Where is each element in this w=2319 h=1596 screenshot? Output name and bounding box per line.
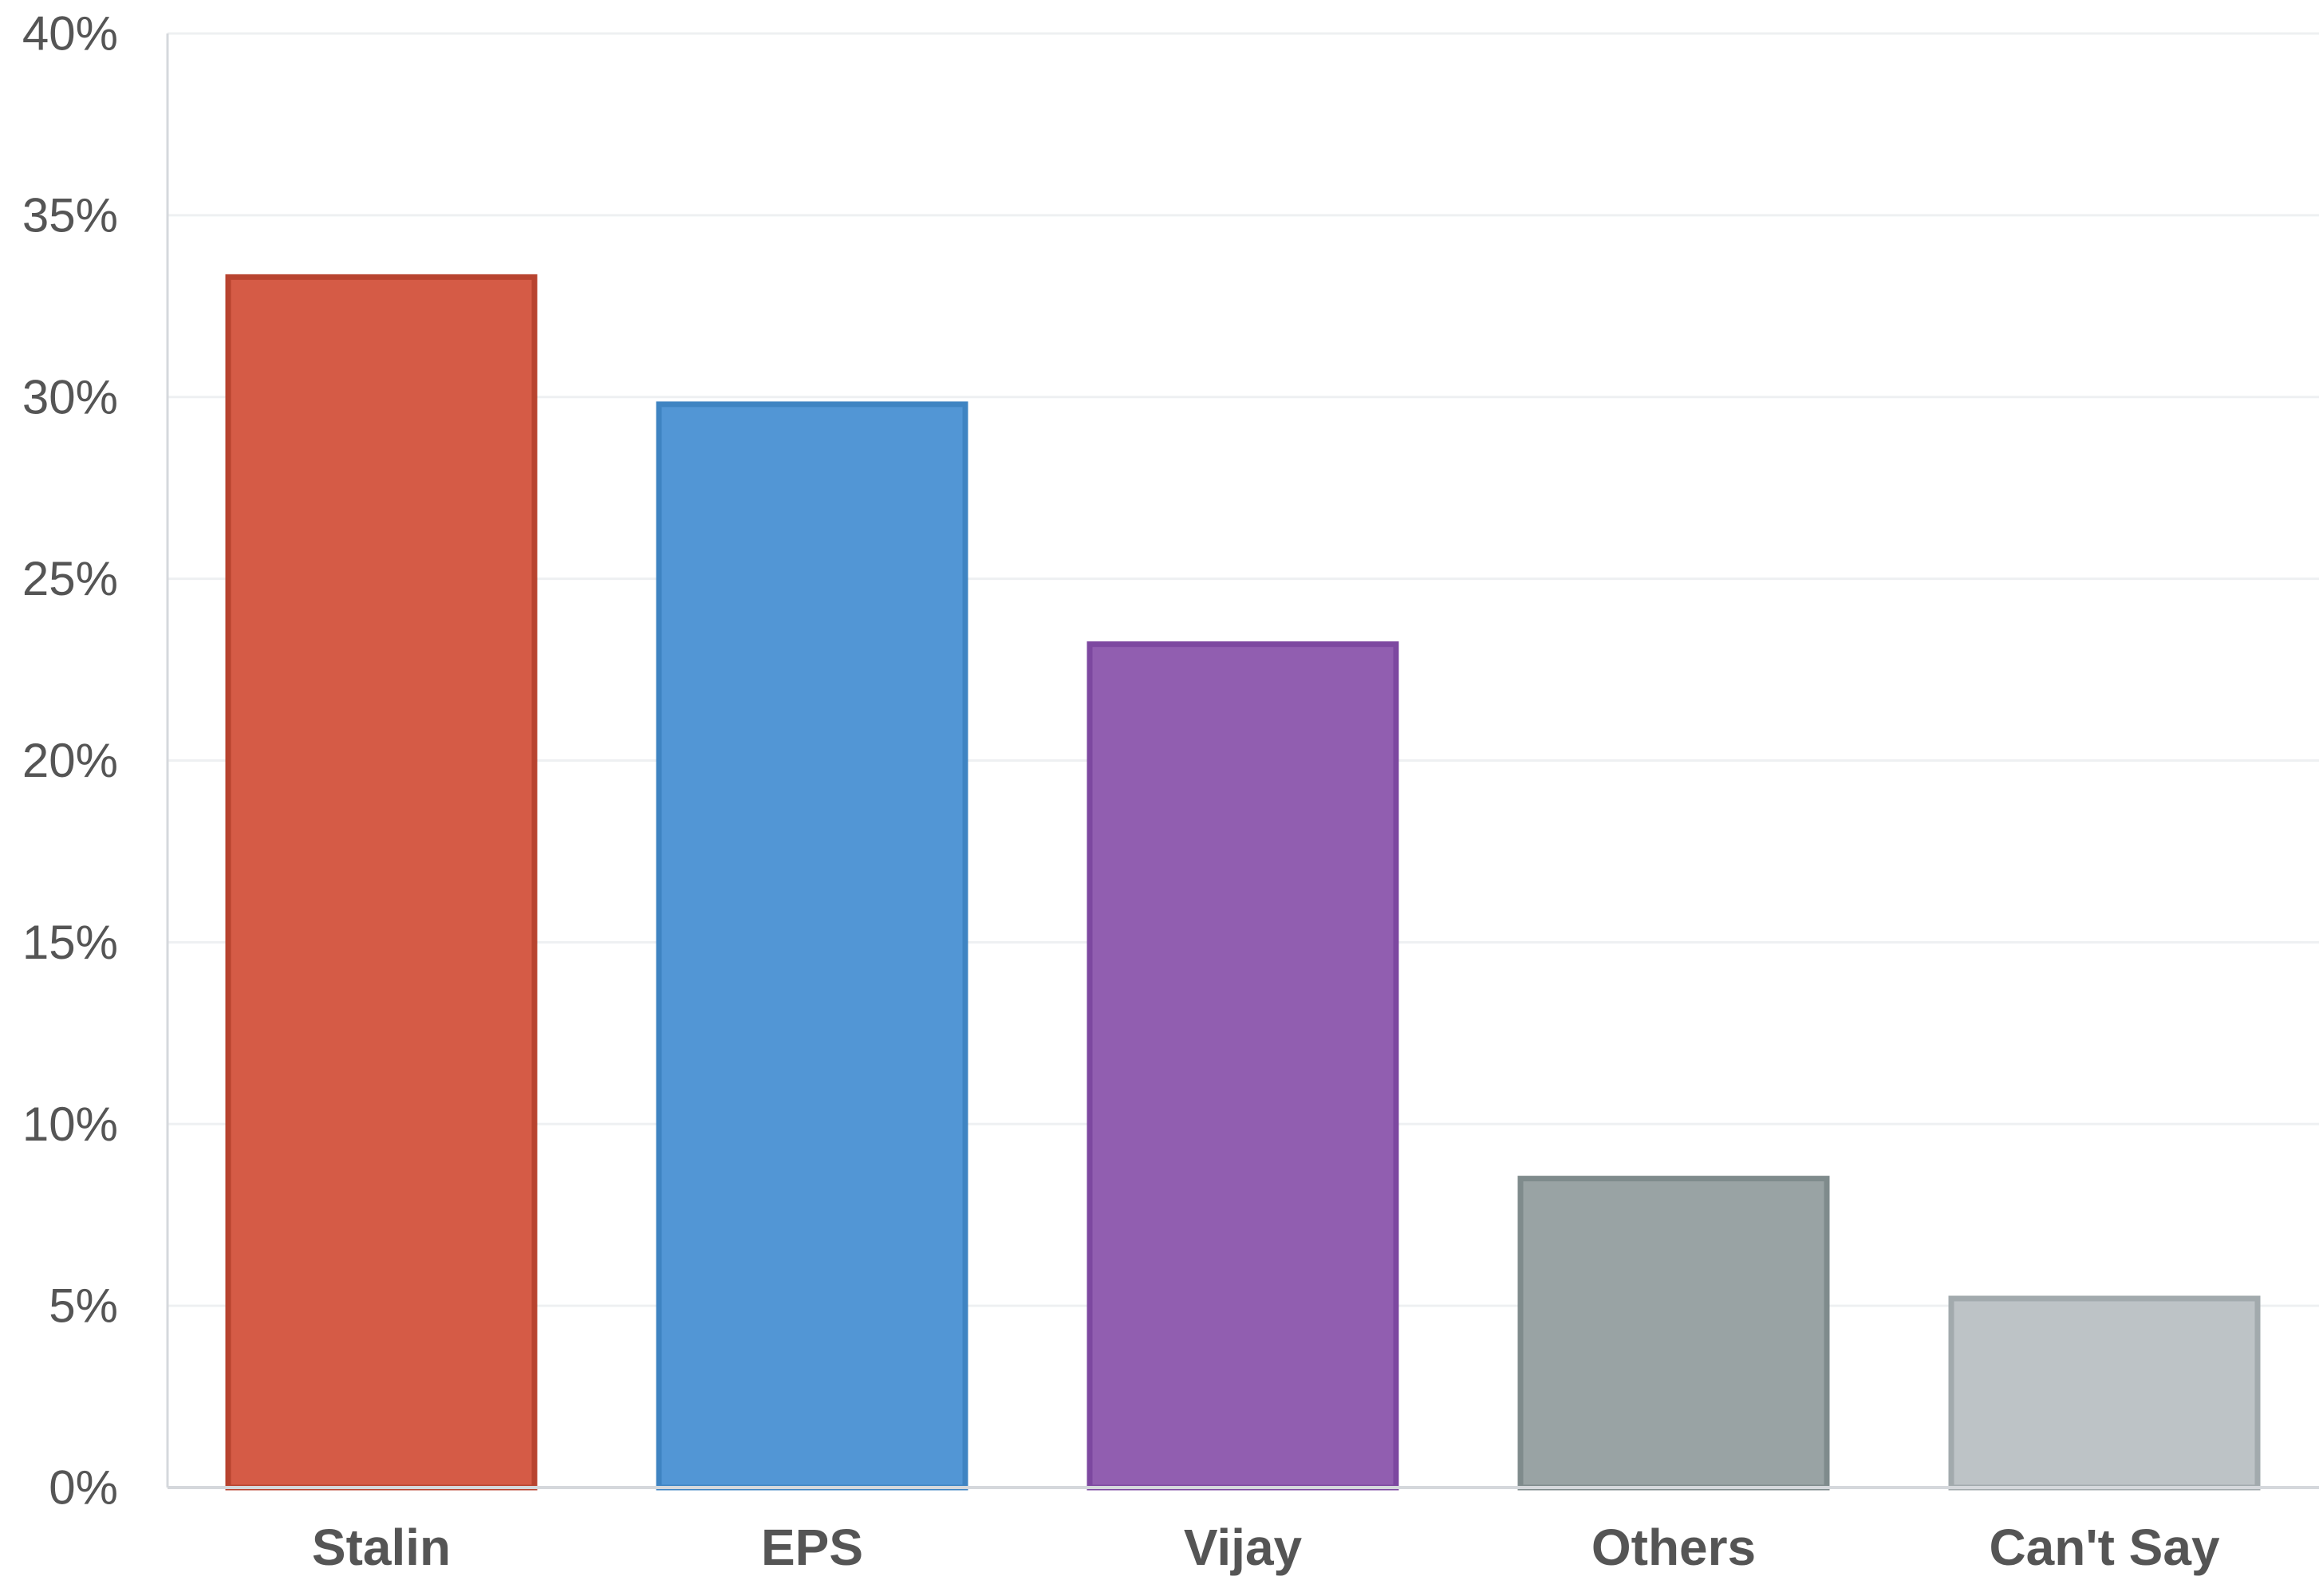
y-tick-label: 10% <box>22 1097 118 1151</box>
y-axis-tick-labels: 0% 5% 10% 15% 20% 25% 30% 35% 40% <box>22 7 118 1515</box>
x-category-label: EPS <box>761 1519 863 1576</box>
y-tick-label: 40% <box>22 7 118 61</box>
y-tick-label: 20% <box>22 734 118 787</box>
x-category-label: Can't Say <box>1989 1519 2220 1576</box>
y-tick-label: 30% <box>22 370 118 424</box>
axes <box>166 33 2319 1489</box>
bar-can-t-say <box>1948 1295 2261 1491</box>
bar-stalin <box>225 274 538 1491</box>
bar-others <box>1517 1176 1830 1491</box>
y-tick-label: 25% <box>22 552 118 605</box>
y-tick-label: 15% <box>22 916 118 969</box>
x-axis-category-labels: Stalin EPS Vijay Others Can't Say <box>312 1519 2220 1576</box>
x-category-label: Stalin <box>312 1519 451 1576</box>
x-category-label: Others <box>1591 1519 1756 1576</box>
y-tick-label: 0% <box>49 1461 118 1515</box>
bars <box>225 274 2261 1491</box>
x-category-label: Vijay <box>1184 1519 1303 1576</box>
bar-vijay <box>1087 641 1399 1491</box>
y-tick-label: 35% <box>22 188 118 242</box>
y-tick-label: 5% <box>49 1279 118 1333</box>
bar-eps <box>656 401 968 1491</box>
